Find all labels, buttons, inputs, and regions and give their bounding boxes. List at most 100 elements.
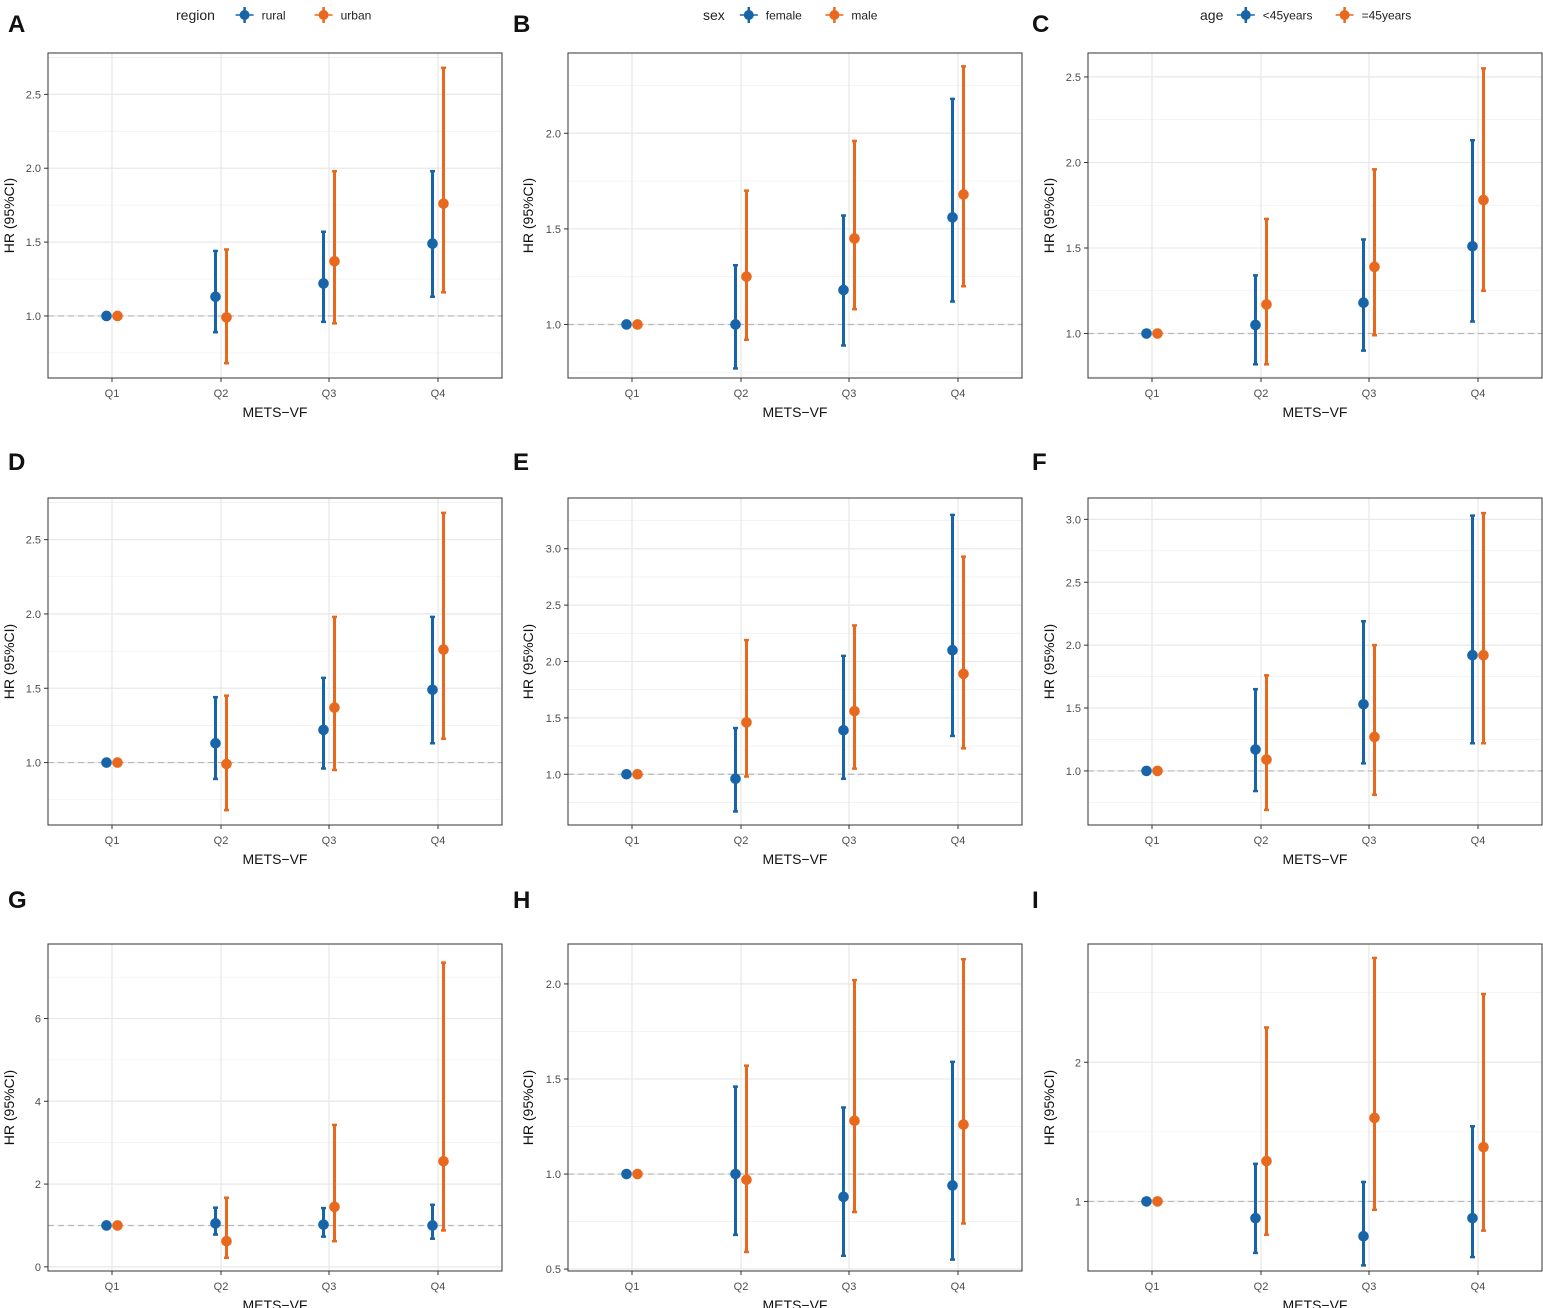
- legend-label: urban: [341, 9, 372, 23]
- plot-frame: [47, 497, 503, 826]
- plot-frame: [1087, 943, 1543, 1272]
- y-axis-title: HR (95%CI): [1041, 178, 1057, 253]
- plot-frame: [47, 943, 503, 1272]
- point-estimate: [1141, 1196, 1152, 1207]
- point-estimate: [621, 1168, 632, 1180]
- series-<45years: [1141, 514, 1478, 793]
- point-estimate: [427, 238, 438, 249]
- point-estimate: [958, 668, 969, 680]
- x-tick-label: Q4: [951, 835, 966, 847]
- y-axis-title: HR (95%CI): [520, 1070, 536, 1145]
- point-estimate: [221, 312, 232, 323]
- x-tick-label: Q4: [951, 1281, 966, 1293]
- x-tick-label: Q3: [1362, 388, 1377, 400]
- series-<45years: [1141, 138, 1478, 366]
- legend-label: <45years: [1263, 9, 1313, 23]
- point-estimate: [958, 189, 969, 200]
- point-estimate: [101, 310, 112, 322]
- legend-key-<45years: [1236, 7, 1255, 23]
- point-estimate: [1358, 698, 1369, 710]
- legend-sex: sex female male: [703, 7, 878, 23]
- legend-key-point: [318, 10, 329, 20]
- point-estimate: [318, 1219, 329, 1230]
- point-estimate: [1478, 1141, 1489, 1153]
- panel-B: B 1.0 1.5 2.0 Q1 Q2 Q3 Q4 METS−VF HR (95%CI): [513, 11, 1023, 420]
- y-tick-label: 6: [35, 1014, 41, 1026]
- x-tick-label: Q3: [322, 388, 337, 400]
- legend-title: age: [1200, 7, 1224, 23]
- panel-E: E 1.0 1.5 2.0 2.5 3.0 Q1 Q2 Q3 Q4 METS−VF HR (95%CI…: [513, 449, 1023, 867]
- y-tick-label: 2: [1075, 1057, 1081, 1069]
- x-tick-label: Q4: [1471, 1281, 1486, 1293]
- legend-region: region rural urban: [176, 7, 371, 23]
- point-estimate: [438, 1156, 449, 1167]
- x-tick-label: Q4: [431, 835, 446, 847]
- series-=45years: [1152, 511, 1489, 812]
- plot-frame: [47, 52, 503, 379]
- point-estimate: [621, 768, 632, 780]
- y-tick-label: 1.5: [546, 224, 561, 236]
- x-tick-label: Q3: [842, 388, 857, 400]
- point-estimate: [730, 319, 741, 330]
- plot-frame: [1087, 497, 1543, 826]
- plot-background: [1088, 944, 1542, 1271]
- y-tick-label: 2.5: [546, 600, 561, 612]
- series-urban: [112, 511, 449, 812]
- x-tick-label: Q2: [1254, 1281, 1269, 1293]
- y-tick-label: 3.0: [1066, 514, 1081, 526]
- panel-letter: B: [513, 11, 530, 38]
- legend-label: female: [766, 9, 802, 23]
- point-estimate: [101, 757, 112, 768]
- point-estimate: [1478, 194, 1489, 206]
- point-estimate: [741, 1174, 752, 1186]
- point-estimate: [210, 291, 221, 303]
- panel-letter: D: [8, 449, 25, 476]
- point-estimate: [741, 271, 752, 282]
- x-tick-label: Q3: [1362, 835, 1377, 847]
- legend-key-rural: [235, 7, 254, 23]
- panel-G: G 0 2 4 6 Q1 Q2 Q3 Q4 METS−VF HR (95%CI): [1, 887, 503, 1308]
- x-tick-label: Q3: [1362, 1281, 1377, 1293]
- point-estimate: [947, 644, 958, 656]
- legend-key-point: [829, 10, 840, 20]
- point-estimate: [947, 212, 958, 223]
- y-tick-label: 0: [35, 1262, 41, 1274]
- x-tick-label: Q3: [322, 1281, 337, 1293]
- point-estimate: [1478, 649, 1489, 661]
- series-female: [621, 1060, 958, 1261]
- point-estimate: [632, 1168, 643, 1180]
- point-estimate: [1141, 328, 1152, 339]
- x-tick-label: Q4: [431, 388, 446, 400]
- series-urban: [112, 66, 449, 365]
- y-tick-label: 4: [35, 1096, 41, 1108]
- x-tick-label: Q4: [951, 388, 966, 400]
- panel-D: D 1.0 1.5 2.0 2.5 Q1 Q2 Q3 Q4 METS−VF HR (95%CI): [1, 449, 503, 867]
- y-tick-label: 2.0: [26, 163, 41, 175]
- point-estimate: [1467, 649, 1478, 661]
- point-estimate: [632, 319, 643, 330]
- x-tick-label: Q2: [214, 835, 229, 847]
- point-estimate: [849, 1115, 860, 1127]
- x-tick-label: Q2: [1254, 835, 1269, 847]
- point-estimate: [210, 737, 221, 749]
- panel-letter: F: [1032, 449, 1047, 476]
- y-tick-label: 1.5: [26, 683, 41, 695]
- x-tick-label: Q2: [1254, 388, 1269, 400]
- x-axis-title: METS−VF: [763, 1297, 828, 1308]
- point-estimate: [1152, 765, 1163, 777]
- y-axis-title: HR (95%CI): [1, 1070, 17, 1145]
- point-estimate: [1358, 1230, 1369, 1242]
- x-tick-label: Q3: [322, 835, 337, 847]
- point-estimate: [947, 1180, 958, 1191]
- x-tick-label: Q1: [105, 835, 120, 847]
- y-tick-label: 1.5: [546, 1074, 561, 1086]
- point-estimate: [849, 233, 860, 244]
- panel-letter: E: [513, 449, 529, 476]
- point-estimate: [329, 255, 340, 267]
- x-tick-label: Q1: [1145, 835, 1160, 847]
- series-male: [632, 957, 969, 1254]
- panel-H: H 0.5 1.0 1.5 2.0 Q1 Q2 Q3 Q4 METS−VF HR (95%CI): [513, 887, 1023, 1308]
- legend-title: sex: [703, 7, 725, 23]
- point-estimate: [621, 319, 632, 330]
